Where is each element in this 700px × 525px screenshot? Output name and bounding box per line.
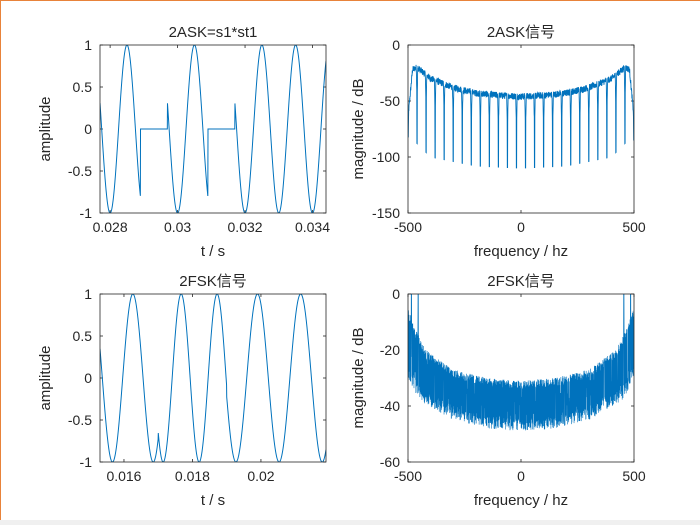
x-tick-label: 0.018 bbox=[175, 468, 210, 484]
y-tick-label: 0 bbox=[392, 286, 400, 302]
fsk-time-series-line bbox=[100, 294, 326, 462]
y-tick-label: 0.5 bbox=[73, 79, 93, 95]
plot-title: 2FSK信号 bbox=[179, 273, 247, 290]
y-tick-label: -40 bbox=[380, 398, 400, 414]
x-axis-label: frequency / hz bbox=[474, 492, 568, 509]
x-tick-label: 0 bbox=[517, 468, 525, 484]
plot-title: 2ASK=s1*st1 bbox=[169, 24, 258, 41]
x-tick-label: 0.032 bbox=[228, 219, 263, 235]
x-axis-label: t / s bbox=[201, 492, 225, 509]
y-tick-label: -1 bbox=[80, 205, 93, 221]
x-tick-label: 0.02 bbox=[247, 468, 274, 484]
window-border-top bbox=[0, 0, 700, 1]
window-border-left bbox=[0, 0, 1, 520]
y-tick-label: -0.5 bbox=[68, 163, 92, 179]
axes-box bbox=[407, 44, 635, 214]
axes-box bbox=[99, 44, 327, 214]
x-tick-label: -500 bbox=[394, 468, 422, 484]
y-axis-label: amplitude bbox=[37, 96, 54, 161]
ask-spectrum-series-line bbox=[408, 64, 634, 169]
y-tick-label: -100 bbox=[372, 149, 400, 165]
x-tick-label: 0.03 bbox=[164, 219, 191, 235]
y-tick-label: 1 bbox=[84, 37, 92, 53]
y-tick-label: 1 bbox=[84, 286, 92, 302]
x-tick-label: 0.034 bbox=[295, 219, 330, 235]
y-tick-label: 0 bbox=[84, 121, 92, 137]
x-tick-label: 0 bbox=[517, 219, 525, 235]
ask-time-series-line bbox=[100, 45, 326, 213]
axes-box bbox=[407, 293, 635, 463]
x-tick-label: 500 bbox=[622, 219, 646, 235]
x-tick-label: 0.016 bbox=[106, 468, 141, 484]
fsk-time-plot: 0.016 0.018 0.02 -1 -0.5 0 0.5 1 2FSK信号 t / s ampl… bbox=[37, 273, 327, 509]
plot-title: 2FSK信号 bbox=[487, 273, 555, 290]
fsk-spectrum-series-line bbox=[408, 294, 634, 431]
x-axis-label: frequency / hz bbox=[474, 243, 568, 260]
y-tick-label: -60 bbox=[380, 454, 400, 470]
x-tick-label: 500 bbox=[622, 468, 646, 484]
y-tick-label: 0.5 bbox=[73, 328, 93, 344]
x-tick-label: -500 bbox=[394, 219, 422, 235]
y-axis-label: magnitude / dB bbox=[350, 328, 367, 429]
plot-title: 2ASK信号 bbox=[487, 24, 555, 41]
y-tick-label: -50 bbox=[380, 93, 400, 109]
y-tick-label: -1 bbox=[80, 454, 93, 470]
axes-box bbox=[99, 293, 327, 463]
ask-time-plot: 0.028 0.03 0.032 0.034 -1 -0.5 0 0.5 1 2ASK=s1*st… bbox=[37, 24, 330, 260]
y-axis-label: amplitude bbox=[37, 345, 54, 410]
y-tick-label: -150 bbox=[372, 205, 400, 221]
y-tick-label: 0 bbox=[84, 370, 92, 386]
x-axis-label: t / s bbox=[201, 243, 225, 260]
y-tick-label: -0.5 bbox=[68, 412, 92, 428]
y-tick-label: -20 bbox=[380, 342, 400, 358]
y-axis-label: magnitude / dB bbox=[350, 79, 367, 180]
y-tick-label: 0 bbox=[392, 37, 400, 53]
x-tick-label: 0.028 bbox=[93, 219, 128, 235]
fsk-spectrum-plot: -500 0 500 -60 -40 -20 0 2FSK信号 frequency / hz ma… bbox=[350, 273, 646, 509]
